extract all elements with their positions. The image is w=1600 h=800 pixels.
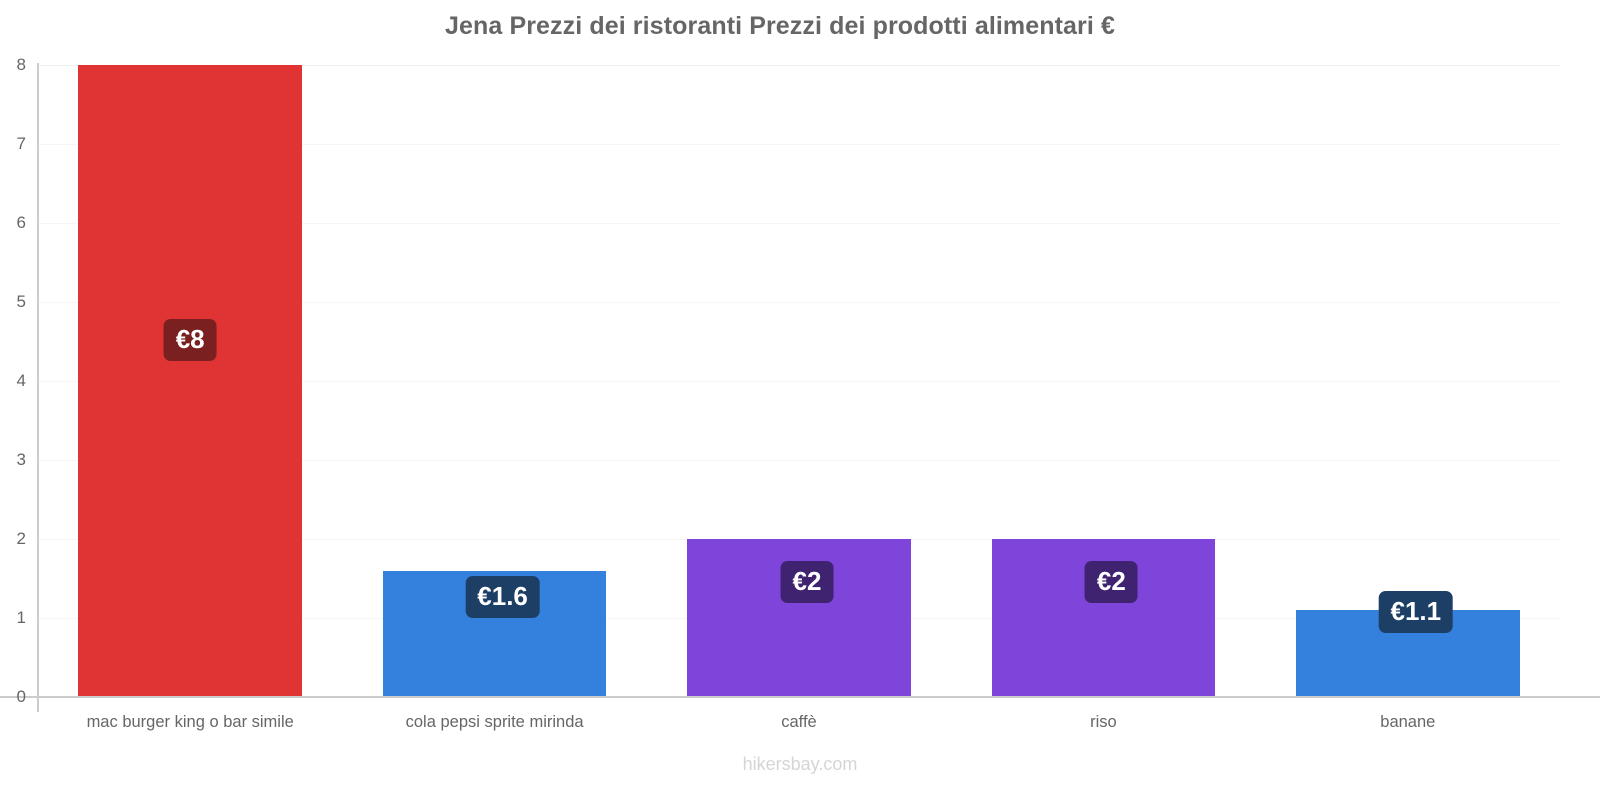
origin-tick xyxy=(37,698,39,712)
bar-value-label: €1.1 xyxy=(1378,590,1454,633)
bar[interactable] xyxy=(78,65,303,697)
y-axis-line xyxy=(37,63,39,699)
y-tick-label-2: 2 xyxy=(16,529,26,548)
x-tick-label: riso xyxy=(1090,713,1117,731)
x-tick-label: banane xyxy=(1380,713,1436,731)
y-tick-label-5: 5 xyxy=(16,292,26,311)
bar-value-label: €2 xyxy=(1084,561,1138,604)
x-tick-label: caffè xyxy=(781,713,817,731)
chart-title: Jena Prezzi dei ristoranti Prezzi dei pr… xyxy=(445,12,1115,40)
y-tick-label-8: 8 xyxy=(16,55,26,74)
y-tick-label-4: 4 xyxy=(16,371,26,390)
y-tick-label-3: 3 xyxy=(16,450,26,469)
bar-value-label: €2 xyxy=(780,561,834,604)
y-tick-label-1: 1 xyxy=(16,608,26,627)
y-tick-label-7: 7 xyxy=(16,134,26,153)
bar-value-label: €8 xyxy=(163,318,217,361)
x-tick-label: cola pepsi sprite mirinda xyxy=(405,713,584,731)
y-tick-label-6: 6 xyxy=(16,213,26,232)
watermark: hikersbay.com xyxy=(742,754,858,774)
y-tick-label-0: 0 xyxy=(16,687,26,706)
x-axis-line xyxy=(0,696,1600,698)
bar-value-label: €1.6 xyxy=(465,575,540,618)
x-tick-label: mac burger king o bar simile xyxy=(86,713,294,731)
